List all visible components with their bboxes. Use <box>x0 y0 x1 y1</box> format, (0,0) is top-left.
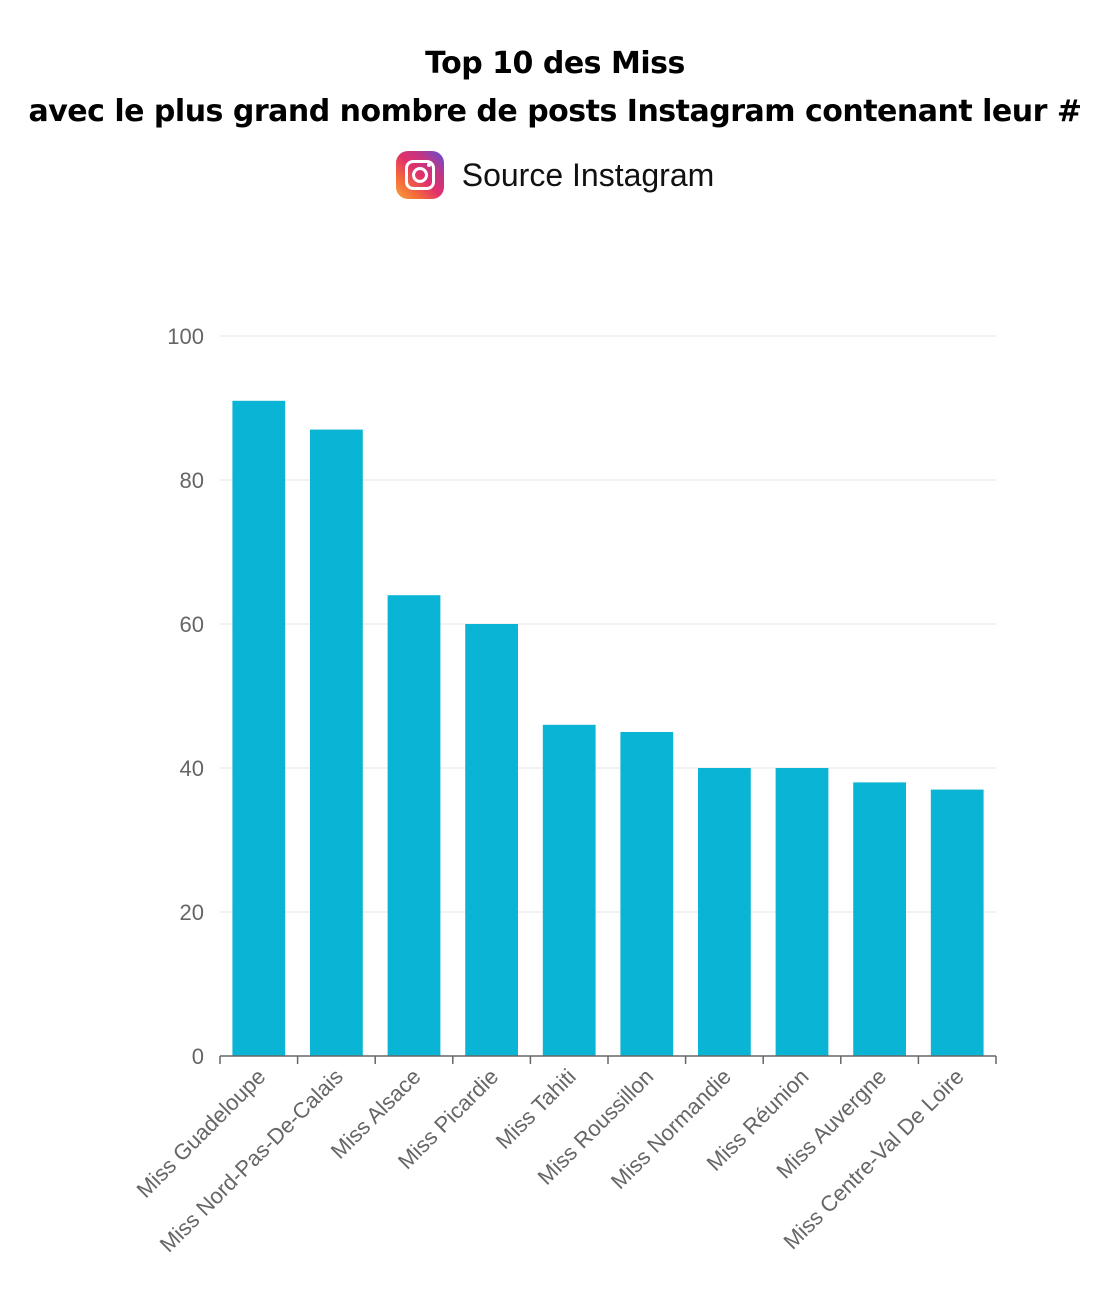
y-tick-label-100: 100 <box>167 324 204 349</box>
bar-6 <box>620 732 674 1056</box>
x-tick-label-1: Miss Guadeloupe <box>132 1064 271 1203</box>
y-tick-label-80: 80 <box>180 468 204 493</box>
bar-9 <box>853 782 906 1056</box>
chart-title: Top 10 des Miss avec le plus grand nombr… <box>0 40 1110 136</box>
bar-3 <box>387 595 441 1056</box>
bar-4 <box>465 624 518 1056</box>
source-text: Source Instagram <box>461 156 715 193</box>
bar-1 <box>232 400 286 1056</box>
bar-10 <box>930 789 984 1056</box>
y-tick-label-20: 20 <box>180 900 204 925</box>
chart-title-line-1: Top 10 des Miss <box>425 46 685 81</box>
bar-8 <box>775 768 829 1056</box>
bar-5 <box>542 724 596 1056</box>
chart-title-line-2: avec le plus grand nombre de posts Insta… <box>28 94 1082 129</box>
bar-2 <box>310 429 363 1057</box>
y-tick-label-0: 0 <box>192 1044 204 1069</box>
instagram-icon <box>395 151 444 199</box>
y-tick-label-40: 40 <box>180 756 204 781</box>
bar-7 <box>698 768 751 1056</box>
y-tick-label-60: 60 <box>180 612 204 637</box>
source-attribution: Source Instagram <box>0 150 1110 200</box>
